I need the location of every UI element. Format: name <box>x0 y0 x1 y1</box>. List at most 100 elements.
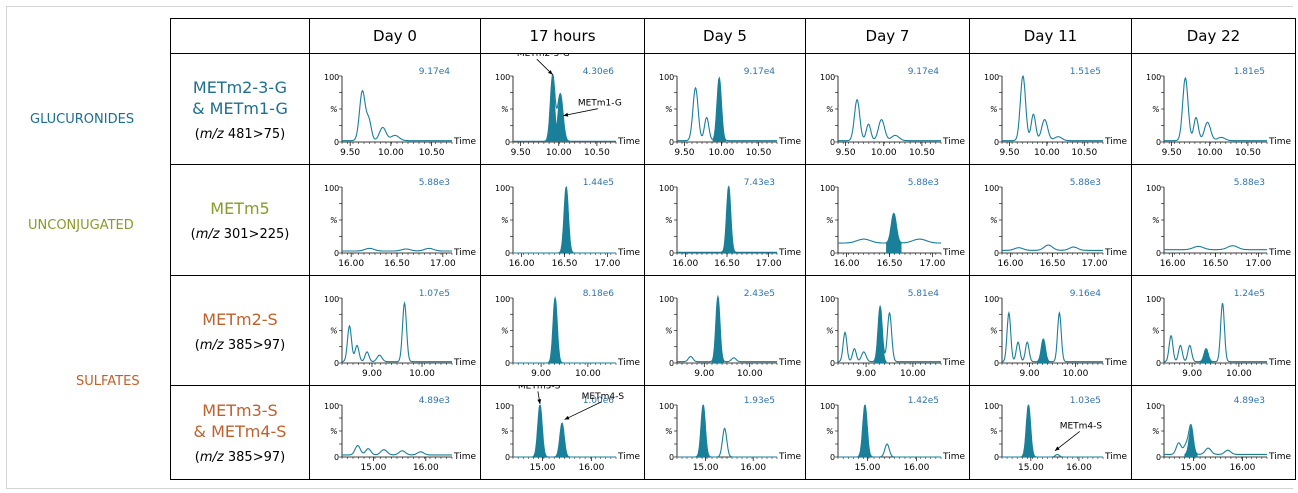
x-tick-label: 16.00 <box>1160 259 1186 269</box>
chromatogram-chart: 100% 0 15.00 16.00 Time 1.42e5 <box>820 396 965 473</box>
y-tick-label: 0 <box>994 453 999 462</box>
chart-cell: 100% 0 16.00 16.50 17.00 Time 5.88e3 <box>1131 164 1296 276</box>
intensity-label: 1.07e5 <box>419 289 450 299</box>
chromatogram-chart: 100% 0 15.00 16.00 Time 1.00e6 METm3-S METm4-S <box>495 386 640 473</box>
x-tick-label: 10.00 <box>709 148 735 158</box>
intensity-label: 1.81e5 <box>1234 67 1265 77</box>
x-tick-label: 17.00 <box>1082 259 1108 269</box>
group-label-glucuronides: GLUCURONIDES <box>30 112 135 127</box>
x-axis-label: Time <box>778 452 801 462</box>
figure-frame <box>6 6 1293 489</box>
y-tick-label: 100 <box>820 402 835 411</box>
x-tick-label: 17.00 <box>920 259 946 269</box>
y-tick-label: 100 <box>1146 184 1161 193</box>
x-tick-label: 16.00 <box>672 259 698 269</box>
row-label: METm5 (m/z 301>225) <box>170 164 310 276</box>
y-tick-label: 100 <box>324 73 339 82</box>
y-tick-label: 0 <box>505 359 510 368</box>
x-tick-label: 9.50 <box>836 148 856 158</box>
annotation-arrow <box>564 401 602 420</box>
intensity-label: 4.30e6 <box>583 67 615 77</box>
x-tick-label: 16.50 <box>877 259 903 269</box>
y-axis-label: % <box>330 327 338 336</box>
intensity-label: 5.81e4 <box>908 289 940 299</box>
y-tick-label: 100 <box>324 402 339 411</box>
y-tick-label: 100 <box>1146 73 1161 82</box>
chromatogram-chart: 100% 0 15.00 16.00 Time 4.89e3 <box>1146 396 1291 473</box>
y-axis-label: % <box>1152 216 1160 225</box>
y-tick-label: 0 <box>830 359 835 368</box>
x-tick-label: 10.00 <box>409 369 435 379</box>
y-tick-label: 0 <box>334 453 339 462</box>
y-tick-label: 0 <box>505 138 510 147</box>
peak-annotation: METm1-G <box>578 99 622 109</box>
y-axis-label: % <box>1152 427 1160 436</box>
chart-cell: 100% 0 15.00 16.00 Time 1.00e6 METm3-S METm4-S <box>480 385 645 480</box>
x-axis-label: Time <box>1104 358 1127 368</box>
y-axis-label: % <box>1152 105 1160 114</box>
y-tick-label: 100 <box>984 402 999 411</box>
x-tick-label: 10.00 <box>900 369 926 379</box>
y-tick-label: 0 <box>1156 359 1161 368</box>
intensity-label: 1.03e5 <box>1070 396 1101 406</box>
x-axis-label: Time <box>778 137 801 147</box>
compound-name: METm3-S <box>202 401 278 420</box>
intensity-label: 7.43e3 <box>744 178 775 188</box>
y-tick-label: 100 <box>495 402 510 411</box>
chromatogram-trace <box>341 301 452 363</box>
x-tick-label: 10.50 <box>419 148 445 158</box>
chromatogram-chart: 100% 0 9.00 10.00 Time 8.18e6 <box>495 289 640 379</box>
chromatogram-trace <box>1002 75 1103 142</box>
x-axis-label: Time <box>1268 358 1291 368</box>
chromatogram-trace <box>513 73 616 142</box>
intensity-label: 5.88e3 <box>419 178 450 188</box>
x-tick-label: 17.00 <box>1246 259 1272 269</box>
y-tick-label: 100 <box>820 73 835 82</box>
chart-cell: 100% 0 15.00 16.00 Time 1.03e5 METm4-S <box>969 385 1132 480</box>
compound-name-line2: & METm1-G <box>192 98 288 118</box>
peak-fill <box>1037 339 1050 363</box>
intensity-label: 4.89e3 <box>419 396 450 406</box>
y-axis-label: % <box>826 427 834 436</box>
chart-cell: 100% 0 16.00 16.50 17.00 Time 1.44e5 <box>480 164 645 276</box>
x-tick-label: 9.00 <box>856 369 876 379</box>
mz-prefix: m/z <box>199 337 224 353</box>
mz-prefix: m/z <box>195 227 220 242</box>
chart-cell: 100% 0 15.00 16.00 Time 1.42e5 <box>805 385 970 480</box>
compound-name: METm2-3-G <box>192 77 288 97</box>
data-row: METm5 (m/z 301>225) 100% 0 16.00 16.50 17.00… <box>170 164 1296 276</box>
peak-annotation: METm4-S <box>1060 421 1103 431</box>
y-axis-label: % <box>665 216 673 225</box>
x-tick-label: 9.50 <box>340 148 360 158</box>
x-tick-label: 10.50 <box>746 148 772 158</box>
annotation-arrowhead <box>548 70 553 75</box>
y-axis-label: % <box>826 105 834 114</box>
x-axis-label: Time <box>942 137 965 147</box>
intensity-label: 5.88e3 <box>1234 178 1265 188</box>
chromatogram-trace <box>837 304 941 363</box>
x-tick-label: 10.00 <box>575 369 601 379</box>
y-tick-label: 0 <box>830 249 835 258</box>
chromatogram-trace <box>838 404 941 458</box>
peak-fill <box>886 213 902 253</box>
chromatogram-chart: 100% 0 15.00 16.00 Time 4.89e3 <box>324 396 476 473</box>
x-axis-label: Time <box>617 248 640 258</box>
chromatogram-trace <box>1002 404 1103 458</box>
chart-cell: 100% 0 15.00 16.00 Time 4.89e3 <box>1131 385 1296 480</box>
x-tick-label: 15.00 <box>530 463 556 473</box>
chromatogram-trace <box>838 212 941 244</box>
y-tick-label: 0 <box>334 359 339 368</box>
intensity-label: 9.16e4 <box>1070 289 1102 299</box>
y-tick-label: 0 <box>505 453 510 462</box>
x-tick-label: 10.00 <box>546 148 572 158</box>
y-axis-label: % <box>665 105 673 114</box>
intensity-label: 1.93e5 <box>744 396 775 406</box>
y-tick-label: 0 <box>669 249 674 258</box>
y-tick-label: 0 <box>1156 138 1161 147</box>
x-tick-label: 15.00 <box>1018 463 1044 473</box>
x-tick-label: 17.00 <box>756 259 782 269</box>
